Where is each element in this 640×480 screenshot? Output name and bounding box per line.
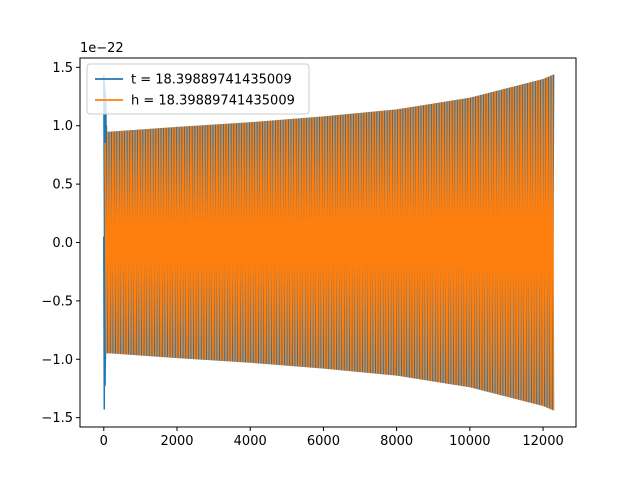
x-tick-label: 12000 xyxy=(522,434,563,449)
y-tick-label: −0.5 xyxy=(41,294,73,309)
y-tick-label: 1.0 xyxy=(52,119,73,134)
y-tick-label: −1.5 xyxy=(41,411,73,426)
y-axis: 1.5 1.0 0.5 0.0 −0.5 −1.0 −1.5 xyxy=(41,61,80,426)
x-tick-label: 2000 xyxy=(160,434,193,449)
legend: t = 18.39889741435009 h = 18.398897414350… xyxy=(86,63,310,115)
legend-label: t = 18.39889741435009 xyxy=(131,73,292,88)
y-tick-label: 1.5 xyxy=(52,61,73,76)
x-tick-label: 8000 xyxy=(380,434,413,449)
series-layer xyxy=(103,74,555,411)
x-tick-label: 4000 xyxy=(234,434,267,449)
x-tick-label: 6000 xyxy=(307,434,340,449)
x-axis: 0 2000 4000 6000 8000 10000 12000 xyxy=(100,427,564,449)
y-tick-label: −1.0 xyxy=(41,353,73,368)
x-tick-label: 0 xyxy=(100,434,108,449)
series-line xyxy=(104,75,555,411)
legend-box xyxy=(86,63,310,115)
legend-label: h = 18.39889741435009 xyxy=(131,94,295,109)
x-tick-label: 10000 xyxy=(449,434,490,449)
y-tick-label: 0.5 xyxy=(52,178,73,193)
y-offset-label: 1e−22 xyxy=(80,41,124,56)
y-tick-label: 0.0 xyxy=(52,236,73,251)
